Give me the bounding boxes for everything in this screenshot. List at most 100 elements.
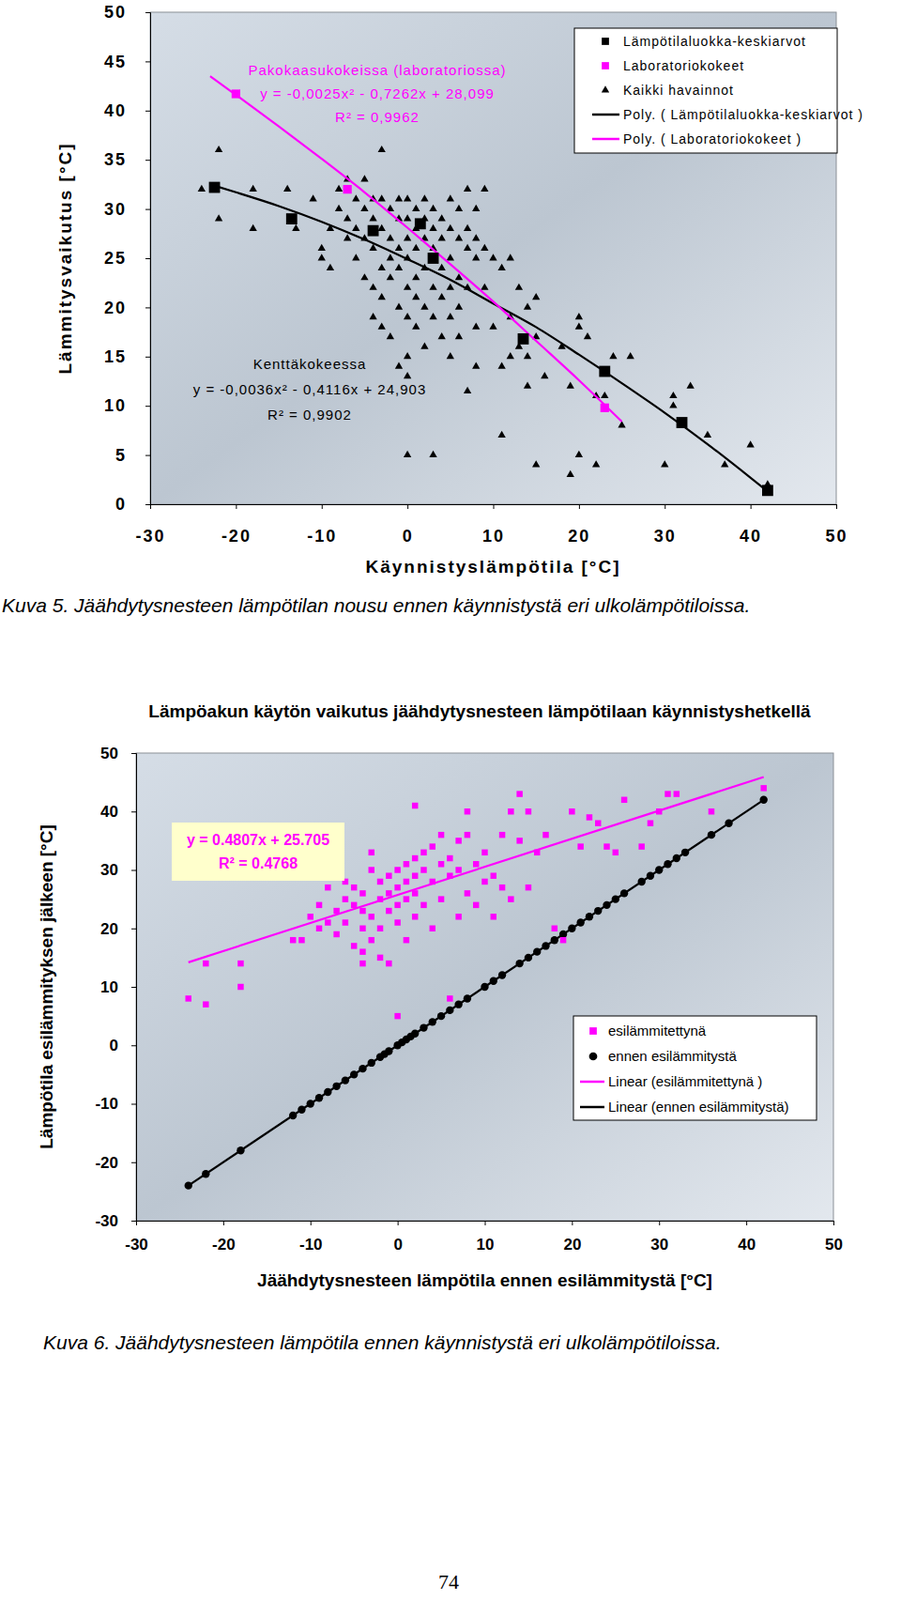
tick-label: -10	[94, 1094, 119, 1113]
point	[335, 204, 343, 212]
tick: -10	[306, 503, 337, 546]
x-axis-title: Käynnistyslämpötila [°C]	[365, 556, 621, 577]
point	[446, 351, 455, 359]
point	[368, 213, 377, 221]
point	[472, 361, 480, 368]
annotation-text: Kenttäkokeessa	[253, 355, 367, 372]
point	[403, 860, 410, 867]
x-axis: -30-20-1001020304050	[135, 503, 848, 546]
legend-swatch	[601, 61, 610, 70]
point	[385, 871, 392, 878]
point	[592, 459, 600, 467]
page-number: 74	[438, 1569, 459, 1593]
point	[308, 194, 317, 201]
point	[342, 895, 349, 901]
point	[428, 312, 437, 320]
point	[427, 252, 440, 264]
point	[403, 312, 412, 320]
point	[395, 244, 403, 251]
chart: -30-20-1001020304050-30-20-1001020304050…	[36, 701, 843, 1290]
point	[403, 936, 410, 943]
point	[560, 936, 566, 943]
point	[318, 253, 326, 260]
point	[198, 184, 206, 192]
y-axis-title: Lämmitysvaikutus [°C]	[55, 141, 76, 374]
point	[385, 907, 392, 914]
point	[318, 244, 326, 251]
chart-title: Lämpöakun käytön vaikutus jäähdytysneste…	[148, 701, 811, 721]
point	[481, 878, 488, 885]
plot-area	[136, 752, 834, 1221]
tick: 40	[737, 1220, 756, 1253]
point	[507, 808, 514, 814]
legend-label: Kaikki havainnot	[623, 82, 734, 98]
tick: 20	[563, 1220, 581, 1253]
tick: -10	[94, 1094, 137, 1113]
legend-box	[574, 28, 838, 153]
tick-label: 50	[100, 744, 119, 763]
page: -30-20-100102030405005101520253035404550…	[0, 0, 901, 1600]
point	[455, 204, 463, 212]
tick-mark	[131, 752, 137, 754]
point	[368, 866, 375, 872]
annotation-text: Pakokaasukokeissa (laboratoriossa)	[248, 61, 507, 78]
point	[464, 889, 471, 896]
annotation-text: y = -0,0036x² - 0,4116x + 24,903	[193, 381, 428, 398]
point	[463, 244, 472, 251]
point	[523, 351, 532, 359]
point	[455, 866, 461, 872]
point	[429, 842, 436, 849]
point	[324, 918, 331, 925]
point	[600, 391, 609, 398]
point	[518, 333, 530, 345]
tick-mark	[131, 986, 137, 988]
point	[286, 213, 298, 225]
point	[626, 351, 635, 359]
point	[429, 925, 436, 932]
tick-label: 40	[104, 101, 127, 121]
point	[368, 312, 377, 320]
point	[463, 224, 472, 231]
tick-label: 40	[739, 526, 763, 546]
axis-line	[151, 504, 838, 510]
point	[621, 796, 627, 803]
tick-mark	[571, 1220, 573, 1225]
tick-mark	[235, 503, 237, 509]
point	[403, 895, 410, 901]
tick-label: 25	[104, 248, 127, 268]
point	[446, 994, 453, 1001]
point	[609, 351, 617, 359]
point	[523, 303, 532, 310]
point	[551, 925, 558, 932]
point	[438, 860, 444, 867]
tick-mark	[579, 503, 581, 509]
annotation: Kenttäkokeessa y = -0,0036x² - 0,4116x + …	[193, 355, 428, 423]
axis-line	[131, 753, 138, 1222]
tick-mark	[493, 503, 495, 509]
y-axis-title: Lämpötila esilämmityksen jälkeen [°C]	[36, 824, 57, 1149]
annotation-text: R² = 0,9962	[335, 108, 420, 125]
tick-label: -20	[221, 526, 252, 546]
point	[412, 802, 418, 809]
tick-mark	[145, 209, 151, 211]
point	[534, 849, 540, 856]
point	[412, 273, 420, 280]
legend-swatch	[592, 137, 620, 141]
point	[720, 459, 729, 467]
point	[676, 416, 688, 428]
tick: 50	[100, 744, 137, 763]
point	[506, 253, 515, 260]
point	[540, 371, 549, 379]
point	[575, 312, 583, 320]
legend: esilämmitettynäennen esilämmitystäLinear…	[573, 1015, 817, 1120]
point	[342, 918, 349, 925]
point	[762, 484, 774, 496]
tick-mark	[145, 455, 151, 457]
point	[420, 901, 427, 908]
point	[360, 204, 368, 212]
point	[403, 283, 412, 291]
trend-line	[210, 76, 623, 422]
point	[464, 808, 471, 814]
point	[446, 194, 455, 201]
point	[359, 907, 366, 914]
